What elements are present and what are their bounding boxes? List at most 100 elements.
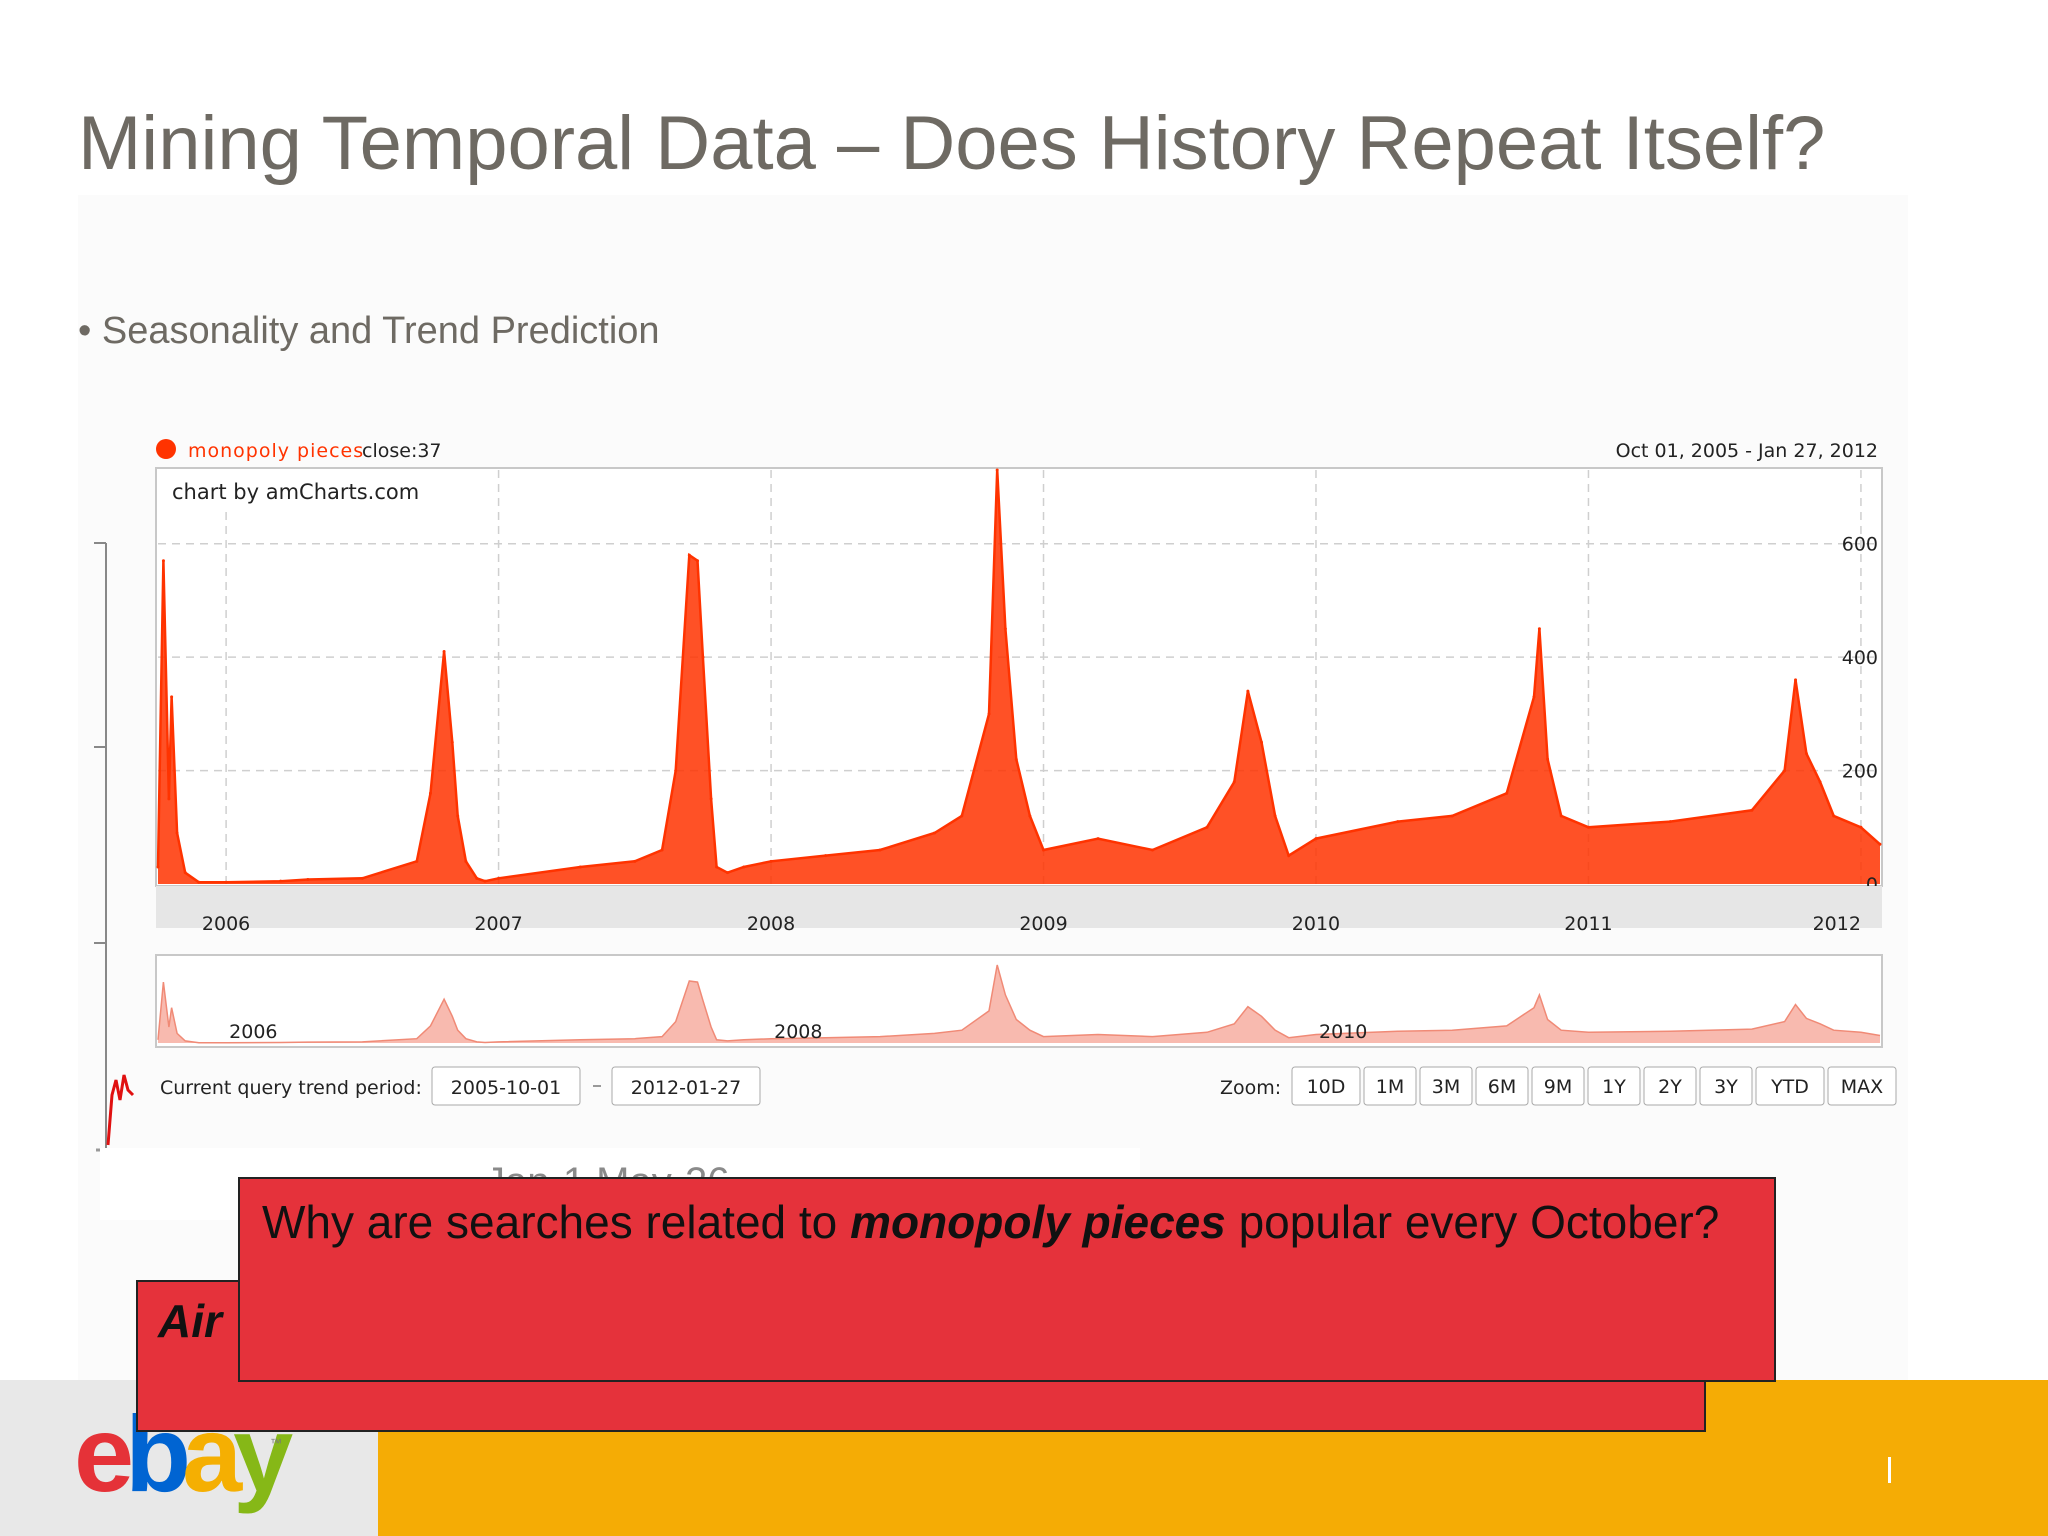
data-point — [1794, 678, 1798, 682]
navigator-ticks: 2006 2008 2010 — [229, 1021, 1367, 1043]
data-point — [1450, 814, 1454, 818]
data-point — [456, 814, 460, 818]
data-point — [1668, 820, 1672, 824]
logo-trademark: ™ — [270, 1436, 282, 1450]
period-end-value: 2012-01-27 — [631, 1077, 741, 1099]
zoom-button-label: 10D — [1307, 1076, 1346, 1098]
zoom-button-label: 6M — [1488, 1076, 1516, 1098]
zoom-button-label: MAX — [1841, 1076, 1883, 1098]
data-point — [1151, 848, 1155, 852]
data-point — [633, 859, 637, 863]
data-point — [1783, 769, 1787, 773]
data-point — [175, 831, 179, 835]
zoom-button-2y[interactable]: 2Y — [1643, 1066, 1697, 1106]
data-point — [1042, 848, 1046, 852]
x-axis-band — [156, 886, 1882, 928]
data-point — [687, 553, 691, 557]
period-start-input[interactable] — [431, 1066, 581, 1106]
data-point — [701, 655, 705, 659]
y-tick-label: 400 — [1842, 647, 1878, 669]
legend-series-name: monopoly pieces — [188, 440, 364, 462]
navigator-tick-label: 2006 — [229, 1021, 277, 1043]
data-point — [497, 876, 501, 880]
data-point — [1003, 627, 1007, 631]
data-point — [360, 876, 364, 880]
footer-divider — [1888, 1457, 1891, 1483]
data-point — [1273, 814, 1277, 818]
data-point — [415, 859, 419, 863]
navigator-tick-label: 2010 — [1319, 1021, 1367, 1043]
data-point — [715, 865, 719, 869]
zoom-button-9m[interactable]: 9M — [1531, 1066, 1585, 1106]
zoom-buttons: 10D 1M 3M 6M 9M 1Y 2Y 3Y YTD MAX — [1291, 1066, 1897, 1106]
data-point — [1096, 837, 1100, 841]
data-point — [183, 871, 187, 875]
period-end-input[interactable] — [611, 1066, 761, 1106]
query-period-label: Current query trend period: — [160, 1077, 422, 1099]
callout-back-text: Air — [158, 1295, 222, 1347]
data-point — [725, 871, 729, 875]
zoom-button-3y[interactable]: 3Y — [1699, 1066, 1753, 1106]
navigator-tick-label: 2008 — [774, 1021, 822, 1043]
zoom-button-1y[interactable]: 1Y — [1587, 1066, 1641, 1106]
zoom-button-label: YTD — [1770, 1076, 1809, 1098]
data-point — [709, 797, 713, 801]
legend-dot — [156, 439, 176, 459]
data-point — [1818, 780, 1822, 784]
data-point — [1537, 627, 1541, 631]
data-point — [475, 876, 479, 880]
series-line — [156, 469, 1881, 884]
zoom-button-3m[interactable]: 3M — [1419, 1066, 1473, 1106]
x-tick-label: 2011 — [1564, 913, 1612, 935]
data-point — [1246, 689, 1250, 693]
data-point — [695, 559, 699, 563]
data-point — [1287, 854, 1291, 858]
zoom-button-1m[interactable]: 1M — [1363, 1066, 1417, 1106]
bullet-seasonality: • Seasonality and Trend Prediction — [78, 310, 660, 352]
data-point — [1878, 842, 1882, 846]
data-point — [742, 865, 746, 869]
data-point — [1586, 825, 1590, 829]
zoom-button-max[interactable]: MAX — [1827, 1066, 1897, 1106]
data-point — [167, 797, 171, 801]
data-point — [483, 879, 487, 883]
zoom-button-label: 1Y — [1602, 1076, 1626, 1098]
data-point — [279, 879, 283, 883]
data-point — [1559, 814, 1563, 818]
watermark-box — [158, 470, 428, 512]
x-axis-ticks: 2006 2007 2008 2009 2010 2011 2012 — [202, 913, 1861, 935]
x-tick-label: 2009 — [1019, 913, 1067, 935]
x-tick-label: 2008 — [747, 913, 795, 935]
data-point — [197, 880, 201, 884]
data-point — [170, 695, 174, 699]
legend-close-value: close:37 — [362, 440, 442, 462]
chart-watermark: chart by amCharts.com — [172, 480, 419, 504]
x-tick-label: 2012 — [1813, 913, 1861, 935]
data-point — [464, 859, 468, 863]
data-point — [933, 831, 937, 835]
data-point — [1259, 740, 1263, 744]
data-point — [1750, 808, 1754, 812]
zoom-button-6m[interactable]: 6M — [1475, 1066, 1529, 1106]
data-point — [878, 848, 882, 852]
data-point — [674, 769, 678, 773]
navigator-line — [157, 964, 1881, 1044]
data-point — [1804, 752, 1808, 756]
date-range-label: Oct 01, 2005 - Jan 27, 2012 — [1616, 440, 1878, 462]
data-point — [1232, 780, 1236, 784]
data-point — [1832, 814, 1836, 818]
data-point — [156, 865, 160, 869]
data-point — [442, 649, 446, 653]
data-point — [224, 880, 228, 884]
zoom-button-label: 2Y — [1658, 1076, 1682, 1098]
data-point — [428, 791, 432, 795]
x-tick-label: 2006 — [202, 913, 250, 935]
period-start-value: 2005-10-01 — [451, 1077, 561, 1099]
zoom-button-10d[interactable]: 10D — [1291, 1066, 1361, 1106]
data-point — [578, 865, 582, 869]
x-tick-label: 2007 — [474, 913, 522, 935]
data-point — [1859, 825, 1863, 829]
x-tick-label: 2010 — [1292, 913, 1340, 935]
data-point — [1546, 757, 1550, 761]
zoom-button-ytd[interactable]: YTD — [1755, 1066, 1825, 1106]
